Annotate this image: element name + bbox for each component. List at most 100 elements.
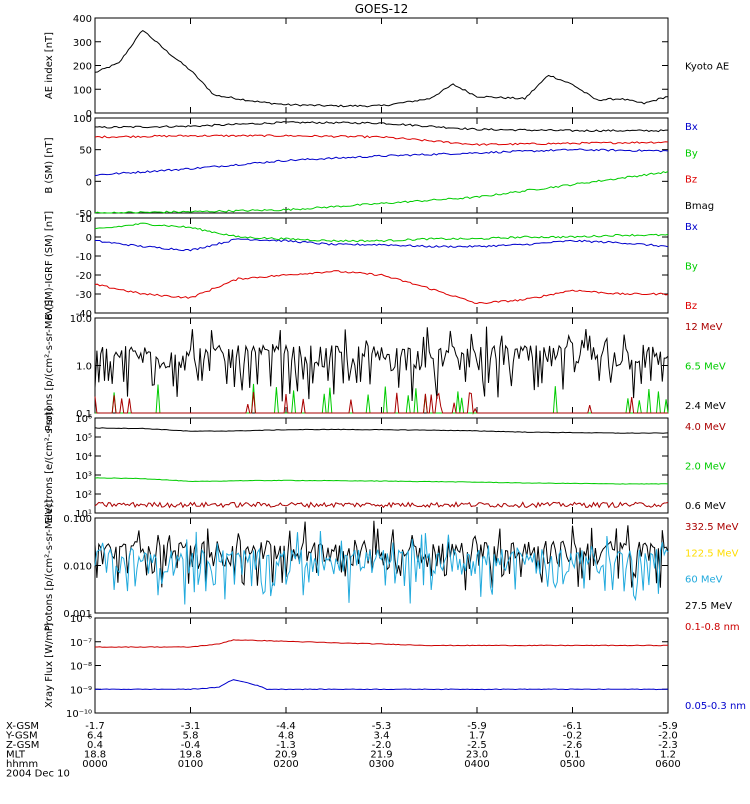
footer-value: 3.4 [374,731,390,742]
legend-label: By [685,262,698,273]
y-axis-label: Protons [p/(cm²-s-sr-MeV)] [44,500,55,632]
y-tick-label: 10 [79,214,92,225]
footer-value: 0300 [369,759,394,770]
legend-label: 4.0 MeV [685,422,726,433]
y-tick-label: 0 [86,109,92,120]
legend-label: Bz [685,301,697,312]
series-line [94,326,669,402]
y-tick-label: 10¹ [75,509,92,520]
legend-label: 332.5 MeV [685,522,739,533]
y-tick-label: 0.010 [63,562,92,573]
series-line [94,392,668,415]
y-tick-label: 10⁻⁷ [70,638,92,649]
series-line [94,148,669,177]
footer-row-label: hhmm [6,759,38,770]
y-tick-label: 0.1 [76,409,92,420]
series-line [94,170,669,214]
footer-value: 0.4 [87,740,103,751]
footer-value: -2.6 [563,740,583,751]
y-tick-label: 10⁻⁹ [70,685,92,696]
footer-value: -4.4 [276,721,296,732]
footer-value: -2.3 [658,740,678,751]
footer-value: 6.4 [87,731,103,742]
footer-row-label: X-GSM [6,721,39,732]
footer-value: 20.9 [275,750,297,761]
footer-value: 19.8 [179,750,201,761]
series-line [94,222,669,243]
y-tick-label: -10 [76,252,92,263]
footer-value: 0600 [655,759,680,770]
series-line [94,477,669,485]
y-axis-label: Xray Flux [W/m²] [44,623,55,708]
y-tick-label: 10⁵ [75,433,92,444]
footer-value: 0100 [178,759,203,770]
legend-label: 0.05-0.3 nm [685,701,746,712]
panel-frame [94,517,669,614]
panel-frame [94,617,669,714]
legend-label: 27.5 MeV [685,601,732,612]
footer-value: -6.1 [563,721,583,732]
legend-label: 122.5 MeV [685,548,739,559]
y-tick-label: 0.100 [63,514,92,525]
panel-frame [94,217,669,314]
footer-value: -1.7 [85,721,105,732]
footer-value: 1.7 [469,731,485,742]
y-tick-label: 200 [73,62,92,73]
y-tick-label: 100 [73,114,92,125]
footer-row-label: MLT [6,750,26,761]
series-line [94,29,668,108]
legend-label: 60 MeV [685,575,723,586]
y-tick-label: 300 [73,38,92,49]
footer-value: 5.8 [183,731,199,742]
footer-value: -5.9 [467,721,487,732]
panel-frame [94,117,669,214]
footer-value: -2.0 [372,740,392,751]
series-line [94,427,669,434]
legend-label: 0.1-0.8 nm [685,622,740,633]
series-line [94,520,669,591]
y-tick-label: 10² [75,490,92,501]
chart-title: GOES-12 [355,2,409,16]
series-line [94,530,669,605]
footer-value: 0.1 [565,750,581,761]
y-tick-label: 10⁶ [75,414,92,425]
y-axis-label: AE index [nT] [44,32,55,99]
y-tick-label: 10⁻⁸ [70,662,92,673]
footer-value: 0200 [273,759,298,770]
y-tick-label: 0 [86,177,92,188]
y-tick-label: 10⁻⁶ [70,614,92,625]
footer-row-label: Y-GSM [5,731,38,742]
y-tick-label: 10⁴ [75,452,92,463]
footer-value: -0.2 [563,731,583,742]
series-line [94,501,669,509]
legend-label: By [685,148,698,159]
footer-value: 4.8 [278,731,294,742]
y-tick-label: -40 [76,309,92,320]
series-line [94,679,669,691]
legend-label: 2.4 MeV [685,401,726,412]
footer-value: 0400 [464,759,489,770]
legend-label: Bx [685,222,698,233]
y-tick-label: 100 [73,85,92,96]
legend-label: 6.5 MeV [685,362,726,373]
legend-label: Bz [685,175,697,186]
legend-label: 12 MeV [685,322,723,333]
legend-label: Kyoto AE [685,62,729,73]
y-tick-label: 50 [79,146,92,157]
y-tick-label: -20 [76,271,92,282]
series-line [95,639,669,648]
footer-value: -5.3 [372,721,392,732]
y-axis-label: B (SM) [nT] [44,137,55,193]
footer-value: 18.8 [84,750,106,761]
y-axis-label: Protons [p/(cm²-s-sr-MeV)] [44,300,55,432]
footer-value: 1.2 [660,750,676,761]
series-line [94,270,669,305]
footer-value: 0500 [560,759,585,770]
footer-value: -2.5 [467,740,487,751]
footer-value: -3.1 [181,721,201,732]
y-axis-label: B (SM)-IGRF (SM) [nT] [44,211,55,320]
footer-value: -0.4 [181,740,201,751]
footer-value: -2.0 [658,731,678,742]
footer-value: 23.0 [466,750,488,761]
